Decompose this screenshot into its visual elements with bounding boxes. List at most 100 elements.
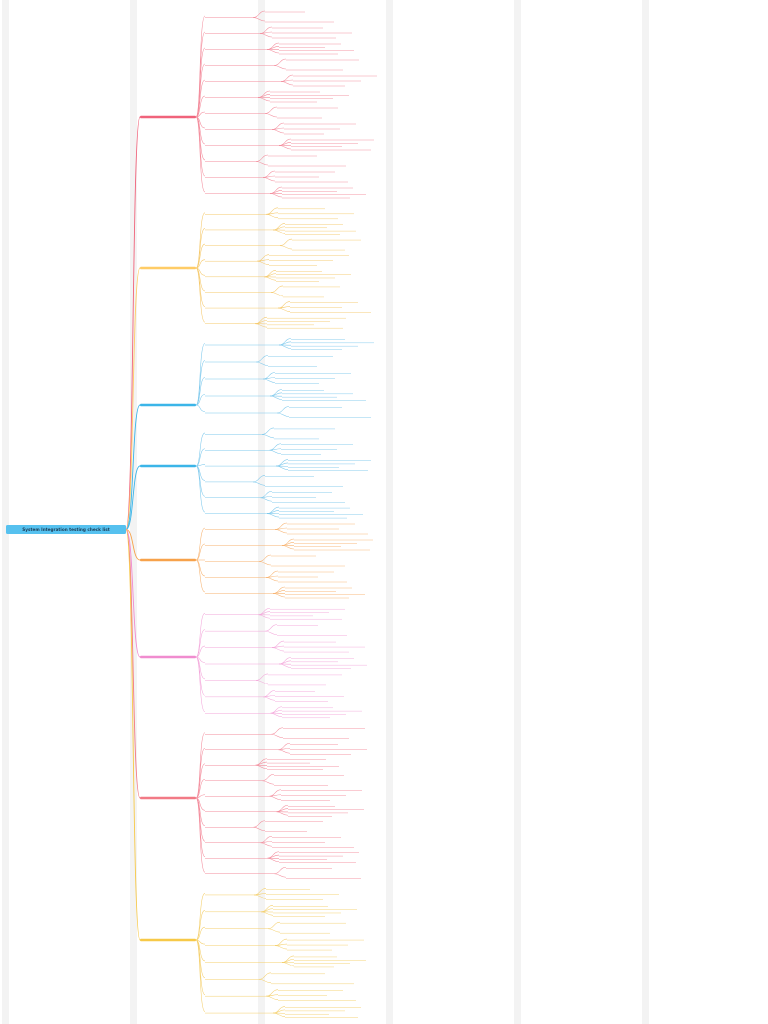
- leaf-connector: [268, 449, 282, 455]
- trunk-line: [125, 529, 141, 561]
- branch-5-box[interactable]: [140, 558, 196, 562]
- connector-lines: [125, 10, 295, 1017]
- branch-2-box[interactable]: [140, 266, 196, 270]
- leaf-connector: [265, 577, 279, 582]
- column-stripe: [258, 0, 265, 1024]
- trunk-line: [125, 529, 141, 941]
- leaf-connector: [268, 795, 282, 801]
- branch-3-box[interactable]: [140, 403, 196, 407]
- root-node[interactable]: System Integration testing check list: [6, 525, 126, 534]
- leaf-connector: [279, 245, 293, 250]
- leaf-connector: [281, 962, 295, 967]
- leaf-connector: [271, 127, 285, 130]
- branch-connector: [195, 343, 206, 406]
- column-stripe: [514, 0, 521, 1024]
- leaf-connector: [274, 945, 288, 950]
- leaf-connector: [261, 434, 275, 439]
- branch-7-box[interactable]: [140, 796, 196, 800]
- root-node-label: System Integration testing check list: [22, 527, 110, 532]
- leaf-connector: [256, 260, 270, 265]
- leaf-connector: [266, 857, 280, 863]
- leaf-connector: [264, 624, 278, 632]
- leaf-connector: [278, 344, 292, 349]
- leaf-connector: [265, 575, 279, 578]
- branch-connector: [195, 448, 206, 467]
- leaf-connector: [258, 979, 272, 984]
- branch-connector: [195, 559, 206, 593]
- leaf-connector: [269, 395, 283, 400]
- leaf-connector: [277, 749, 291, 754]
- leaf-connector: [258, 561, 272, 566]
- leaf-connector: [255, 680, 269, 685]
- leaf-connector: [259, 842, 273, 847]
- leaf-connector: [278, 145, 292, 150]
- branch-6-box[interactable]: [140, 655, 196, 659]
- branch-connector: [195, 267, 206, 323]
- root-node-box[interactable]: [6, 525, 126, 534]
- leaf-connector: [272, 1012, 286, 1017]
- branch-connector: [195, 656, 206, 713]
- trunk-line: [125, 465, 141, 530]
- branch-connector: [195, 926, 206, 941]
- branch-8-box[interactable]: [140, 938, 196, 942]
- leaf-connector: [255, 161, 269, 166]
- branch-connector: [195, 656, 206, 663]
- leaf-connector: [277, 307, 291, 312]
- leaf-connector: [280, 81, 294, 86]
- leaf-connector: [262, 696, 276, 701]
- leaf-connector: [260, 911, 274, 916]
- trunk-line: [125, 267, 141, 530]
- branch-connector: [195, 645, 206, 658]
- branch-connector: [195, 267, 206, 292]
- mind-map-nodes: [140, 11, 377, 1018]
- branch-connector: [195, 778, 206, 799]
- branch-connector: [195, 893, 206, 941]
- branch-connector: [195, 612, 206, 658]
- leaf-connector: [259, 33, 273, 38]
- branch-connector: [195, 432, 206, 467]
- branch-connector: [195, 360, 206, 406]
- branch-connector: [195, 559, 206, 577]
- column-stripe: [2, 0, 9, 1024]
- leaf-connector: [273, 866, 287, 875]
- branch-connector: [195, 243, 206, 269]
- leaf-connector: [255, 361, 269, 366]
- leaf-connector: [253, 894, 267, 899]
- leaf-connector: [262, 177, 276, 182]
- trunk-line: [125, 529, 141, 799]
- branch-connector: [195, 747, 206, 799]
- leaf-connector: [273, 873, 287, 878]
- column-stripe: [642, 0, 649, 1024]
- leaf-connector: [264, 630, 278, 635]
- leaf-connector: [265, 214, 279, 219]
- branch-connector: [195, 228, 206, 269]
- branch-connector: [195, 527, 206, 561]
- leaf-connector: [261, 780, 275, 785]
- branch-4-box[interactable]: [140, 464, 196, 468]
- leaf-connector: [268, 794, 282, 797]
- leaf-connector: [266, 513, 280, 518]
- trunk-line: [125, 404, 141, 530]
- leaf-connector: [262, 378, 276, 383]
- leaf-connector: [254, 323, 268, 328]
- column-stripe: [386, 0, 393, 1024]
- leaf-connector: [265, 212, 279, 215]
- leaf-connector: [252, 17, 266, 22]
- branch-connector: [195, 797, 206, 873]
- leaf-connector: [279, 238, 293, 246]
- branch-connector: [195, 95, 206, 118]
- branch-connector: [195, 404, 206, 412]
- leaf-connector: [272, 593, 286, 598]
- leaf-connector: [267, 921, 281, 929]
- leaf-connector: [271, 647, 285, 652]
- leaf-connector: [270, 292, 284, 297]
- branch-connector: [195, 629, 206, 658]
- branch-1-box[interactable]: [140, 115, 196, 119]
- leaf-connector: [277, 747, 291, 751]
- leaf-connector: [269, 713, 283, 718]
- branch-connector: [195, 794, 206, 799]
- branch-connector: [195, 543, 206, 561]
- trunk-line: [125, 529, 141, 658]
- leaf-connector: [281, 545, 295, 550]
